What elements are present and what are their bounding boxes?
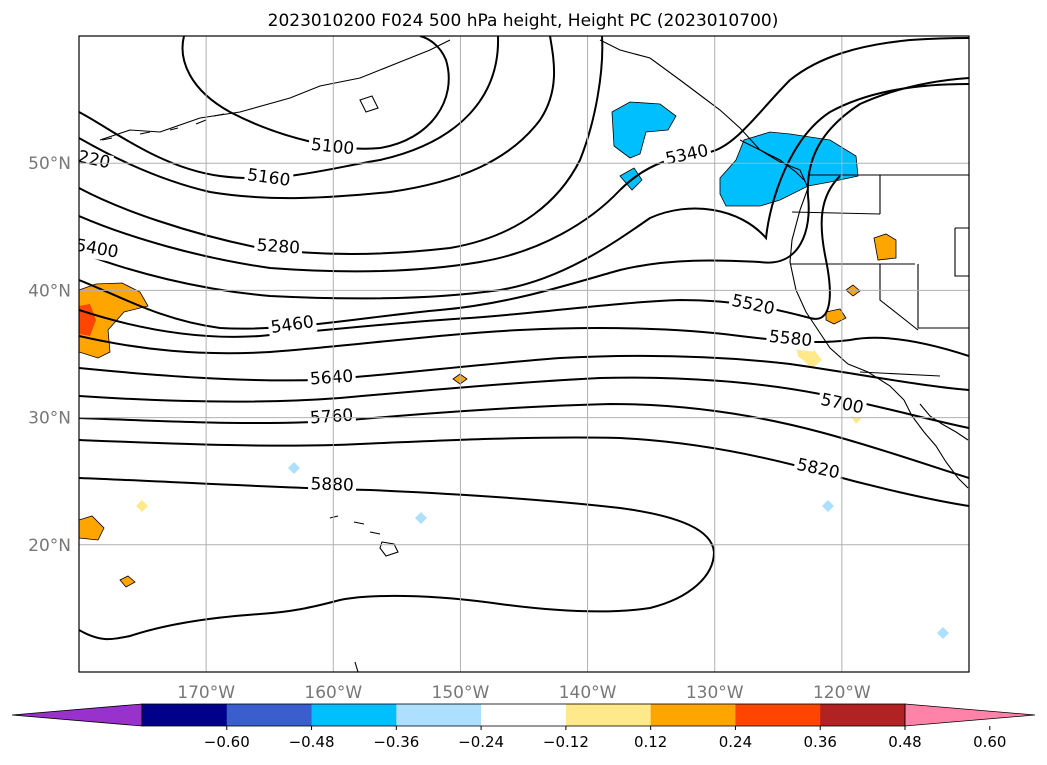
negative-anomaly-british-columbia	[719, 131, 859, 207]
contour-label-background	[307, 476, 357, 496]
longitude-label: 120°W	[813, 683, 871, 703]
idaho-border	[879, 175, 969, 329]
colorbar-segment	[396, 704, 482, 726]
longitude-label: 170°W	[177, 683, 235, 703]
contour-label: 5580	[768, 327, 813, 351]
positive-anomaly-small-2	[136, 500, 148, 512]
contour-label: 5640	[309, 367, 354, 390]
colorbar-extend-low	[11, 703, 143, 727]
mexico-border	[859, 371, 941, 377]
positive-anomaly-20n-west	[79, 515, 105, 541]
colorbar-segment	[735, 704, 821, 726]
colorbar-tick-label: 0.24	[719, 733, 752, 751]
colorbar-tick-labels: −0.60 −0.48 −0.36 −0.24 −0.12 0.12 0.24 0.36 0.4…	[204, 726, 1006, 751]
utah-border	[954, 227, 969, 277]
longitude-label: 150°W	[432, 683, 490, 703]
contour-label: 5100	[310, 135, 355, 159]
latitude-labels: 50°N 40°N 30°N 20°N	[28, 154, 71, 556]
contour-5640	[79, 355, 969, 391]
colorbar-tick-label: −0.36	[373, 733, 419, 751]
colorbar-segment	[820, 704, 906, 726]
vancouver-island	[739, 139, 805, 181]
negative-anomaly-small-5	[415, 512, 427, 524]
aleutian-islands	[101, 113, 225, 141]
latitude-label: 50°N	[28, 154, 71, 174]
latitude-label: 40°N	[28, 281, 71, 301]
contour-5820	[79, 436, 969, 507]
colorbar-tick-label: −0.12	[543, 733, 589, 751]
colorbar-tick-label: −0.60	[204, 733, 250, 751]
map-title: 2023010200 F024 500 hPa height, Height P…	[268, 11, 779, 31]
colorbar-tick-label: −0.24	[458, 733, 504, 751]
contour-5340	[79, 37, 969, 273]
colorbar-segment	[481, 704, 567, 726]
contour-label: 5880	[310, 474, 354, 495]
contour-5100	[181, 36, 450, 150]
contour-5400	[79, 83, 969, 300]
negative-anomaly-small-4	[288, 462, 300, 474]
colorbar-tick-label: 0.12	[634, 733, 667, 751]
negative-anomaly-small-7	[937, 627, 949, 639]
contour-label-background	[307, 368, 357, 390]
graticule	[79, 36, 969, 672]
negative-anomaly-gulf-alaska	[611, 101, 677, 159]
positive-anomaly-california	[825, 308, 847, 325]
colorbar-tick-label: −0.48	[289, 733, 335, 751]
contour-5460	[79, 77, 969, 330]
west-coast-usa	[789, 187, 905, 401]
negative-anomaly-small-6	[822, 500, 834, 512]
alaska-peninsula-coast	[99, 39, 451, 141]
longitude-label: 160°W	[304, 683, 362, 703]
island-outline	[359, 95, 379, 113]
latitude-label: 30°N	[28, 409, 71, 429]
map-frame	[78, 35, 970, 673]
colorbar-tick-label: 0.48	[888, 733, 921, 751]
colorbar-extend-high	[904, 703, 1036, 727]
colorbar-segment	[311, 704, 397, 726]
coastlines	[99, 39, 969, 672]
map-panel: 5100516022052805340540054605520558056405…	[28, 35, 970, 703]
washington-oregon-border	[791, 211, 881, 215]
colorbar-segment	[650, 704, 736, 726]
height-contours	[79, 36, 969, 641]
island-offshore	[354, 661, 359, 672]
hawaii-islands	[329, 515, 399, 557]
contour-label-background	[79, 148, 115, 174]
contour-label-background	[727, 292, 779, 320]
latitude-label: 20°N	[28, 536, 71, 556]
colorbar-segment	[226, 704, 313, 726]
colorbar-segment	[565, 704, 652, 726]
california-nevada-border	[879, 264, 919, 331]
positive-anomaly-great-basin	[873, 233, 897, 261]
contour-label-background	[307, 136, 358, 160]
contour-5880	[79, 477, 716, 641]
colorbar-tick-label: 0.36	[804, 733, 837, 751]
longitude-label: 130°W	[686, 683, 744, 703]
contour-label-background	[253, 237, 303, 259]
contour-5580	[79, 327, 969, 357]
contour-label-background	[267, 313, 318, 339]
colorbar-segment	[142, 704, 228, 726]
contour-label-background	[765, 328, 816, 352]
contour-5280	[79, 36, 604, 255]
contour-label-background	[792, 456, 844, 484]
colorbar-frame	[141, 703, 906, 727]
colorbar	[11, 703, 1036, 727]
contour-5160	[79, 36, 500, 180]
contour-label-background	[243, 166, 294, 192]
contour-label: 5760	[309, 406, 354, 429]
baja-california	[903, 399, 969, 489]
longitude-labels: 170°W 160°W 150°W 140°W 130°W 120°W	[177, 683, 871, 703]
longitude-label: 140°W	[559, 683, 617, 703]
baja-east-coast	[919, 403, 969, 441]
contour-label: 5280	[256, 236, 301, 259]
map-background	[79, 36, 969, 672]
positive-anomaly-small-1	[119, 575, 136, 588]
contour-5520	[79, 175, 841, 338]
contour-5760	[79, 402, 969, 479]
colorbar-tick-label: 0.60	[973, 733, 1006, 751]
contour-label-background	[79, 237, 122, 264]
contour-5220	[79, 36, 555, 200]
